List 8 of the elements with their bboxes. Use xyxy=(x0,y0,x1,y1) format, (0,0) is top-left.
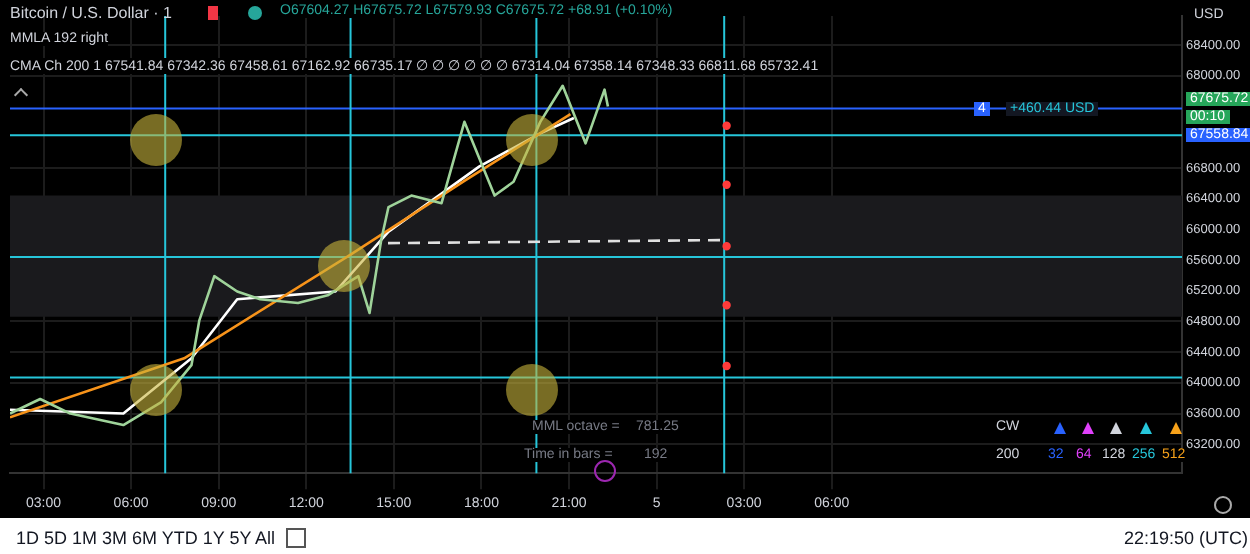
point xyxy=(722,121,731,130)
point xyxy=(722,242,731,251)
text: 1D 5D 1M 3M 6M YTD 1Y 5Y All xyxy=(16,528,276,548)
point xyxy=(722,361,731,371)
chart-title: Bitcoin / U.S. Dollar · 1 xyxy=(10,4,172,22)
point xyxy=(722,180,731,189)
point xyxy=(722,301,731,310)
text: 22:19:50 (UTC) xyxy=(1124,528,1249,548)
